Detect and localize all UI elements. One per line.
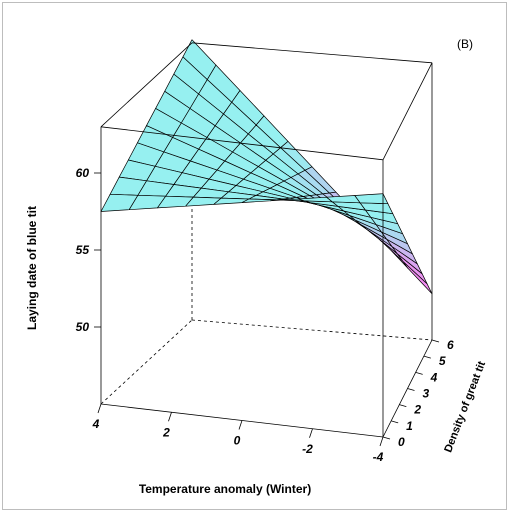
y-tick-label: 0 bbox=[398, 435, 405, 449]
front-box-edges bbox=[100, 42, 433, 438]
top-edge-front bbox=[100, 126, 384, 161]
z-tick-labels: 50 55 60 bbox=[76, 166, 90, 334]
y-tick bbox=[423, 355, 431, 359]
x-axis-title: Temperature anomaly (Winter) bbox=[139, 482, 311, 496]
y-tick bbox=[407, 388, 415, 391]
y-tick bbox=[415, 371, 423, 375]
top-edge-left bbox=[100, 42, 193, 128]
y-tick bbox=[399, 404, 407, 408]
top-edge-right bbox=[382, 62, 433, 160]
panel-label: (B) bbox=[457, 37, 473, 51]
x-tick bbox=[97, 403, 102, 414]
x-tick bbox=[238, 420, 243, 430]
y-tick bbox=[431, 339, 440, 343]
y-axis-title: Density of great tit bbox=[442, 359, 488, 454]
surface-patch bbox=[354, 193, 389, 205]
z-tick-label: 50 bbox=[76, 320, 90, 334]
surface bbox=[100, 39, 433, 295]
hidden-floor-edge bbox=[100, 319, 193, 405]
y-tick bbox=[382, 436, 391, 440]
tick-marks bbox=[94, 172, 440, 447]
x-tick-label: 4 bbox=[92, 417, 100, 431]
x-tick-labels: 4 2 0 -2 -4 bbox=[92, 417, 384, 464]
y-tick-label: 6 bbox=[447, 338, 454, 352]
x-tick bbox=[309, 428, 313, 438]
x-tick-label: -2 bbox=[302, 442, 313, 456]
hidden-floor-edge bbox=[191, 319, 433, 341]
y-tick-label: 2 bbox=[413, 403, 421, 417]
y-tick-label: 1 bbox=[406, 419, 413, 433]
top-edge-back bbox=[191, 42, 433, 64]
y-tick bbox=[391, 420, 399, 424]
x-tick-label: 0 bbox=[234, 434, 241, 448]
x-tick-label: -4 bbox=[373, 450, 384, 464]
x-tick bbox=[379, 436, 384, 447]
z-tick-label: 60 bbox=[76, 166, 90, 180]
surface-patch bbox=[326, 195, 361, 204]
y-tick-label: 3 bbox=[423, 387, 430, 401]
y-tick-label: 4 bbox=[430, 370, 438, 384]
z-axis-title: Laying date of blue tit bbox=[25, 206, 39, 330]
z-tick-label: 55 bbox=[76, 243, 90, 257]
x-tick bbox=[168, 412, 172, 422]
x-tick-label: 2 bbox=[162, 425, 170, 439]
y-tick-label: 5 bbox=[439, 354, 446, 368]
